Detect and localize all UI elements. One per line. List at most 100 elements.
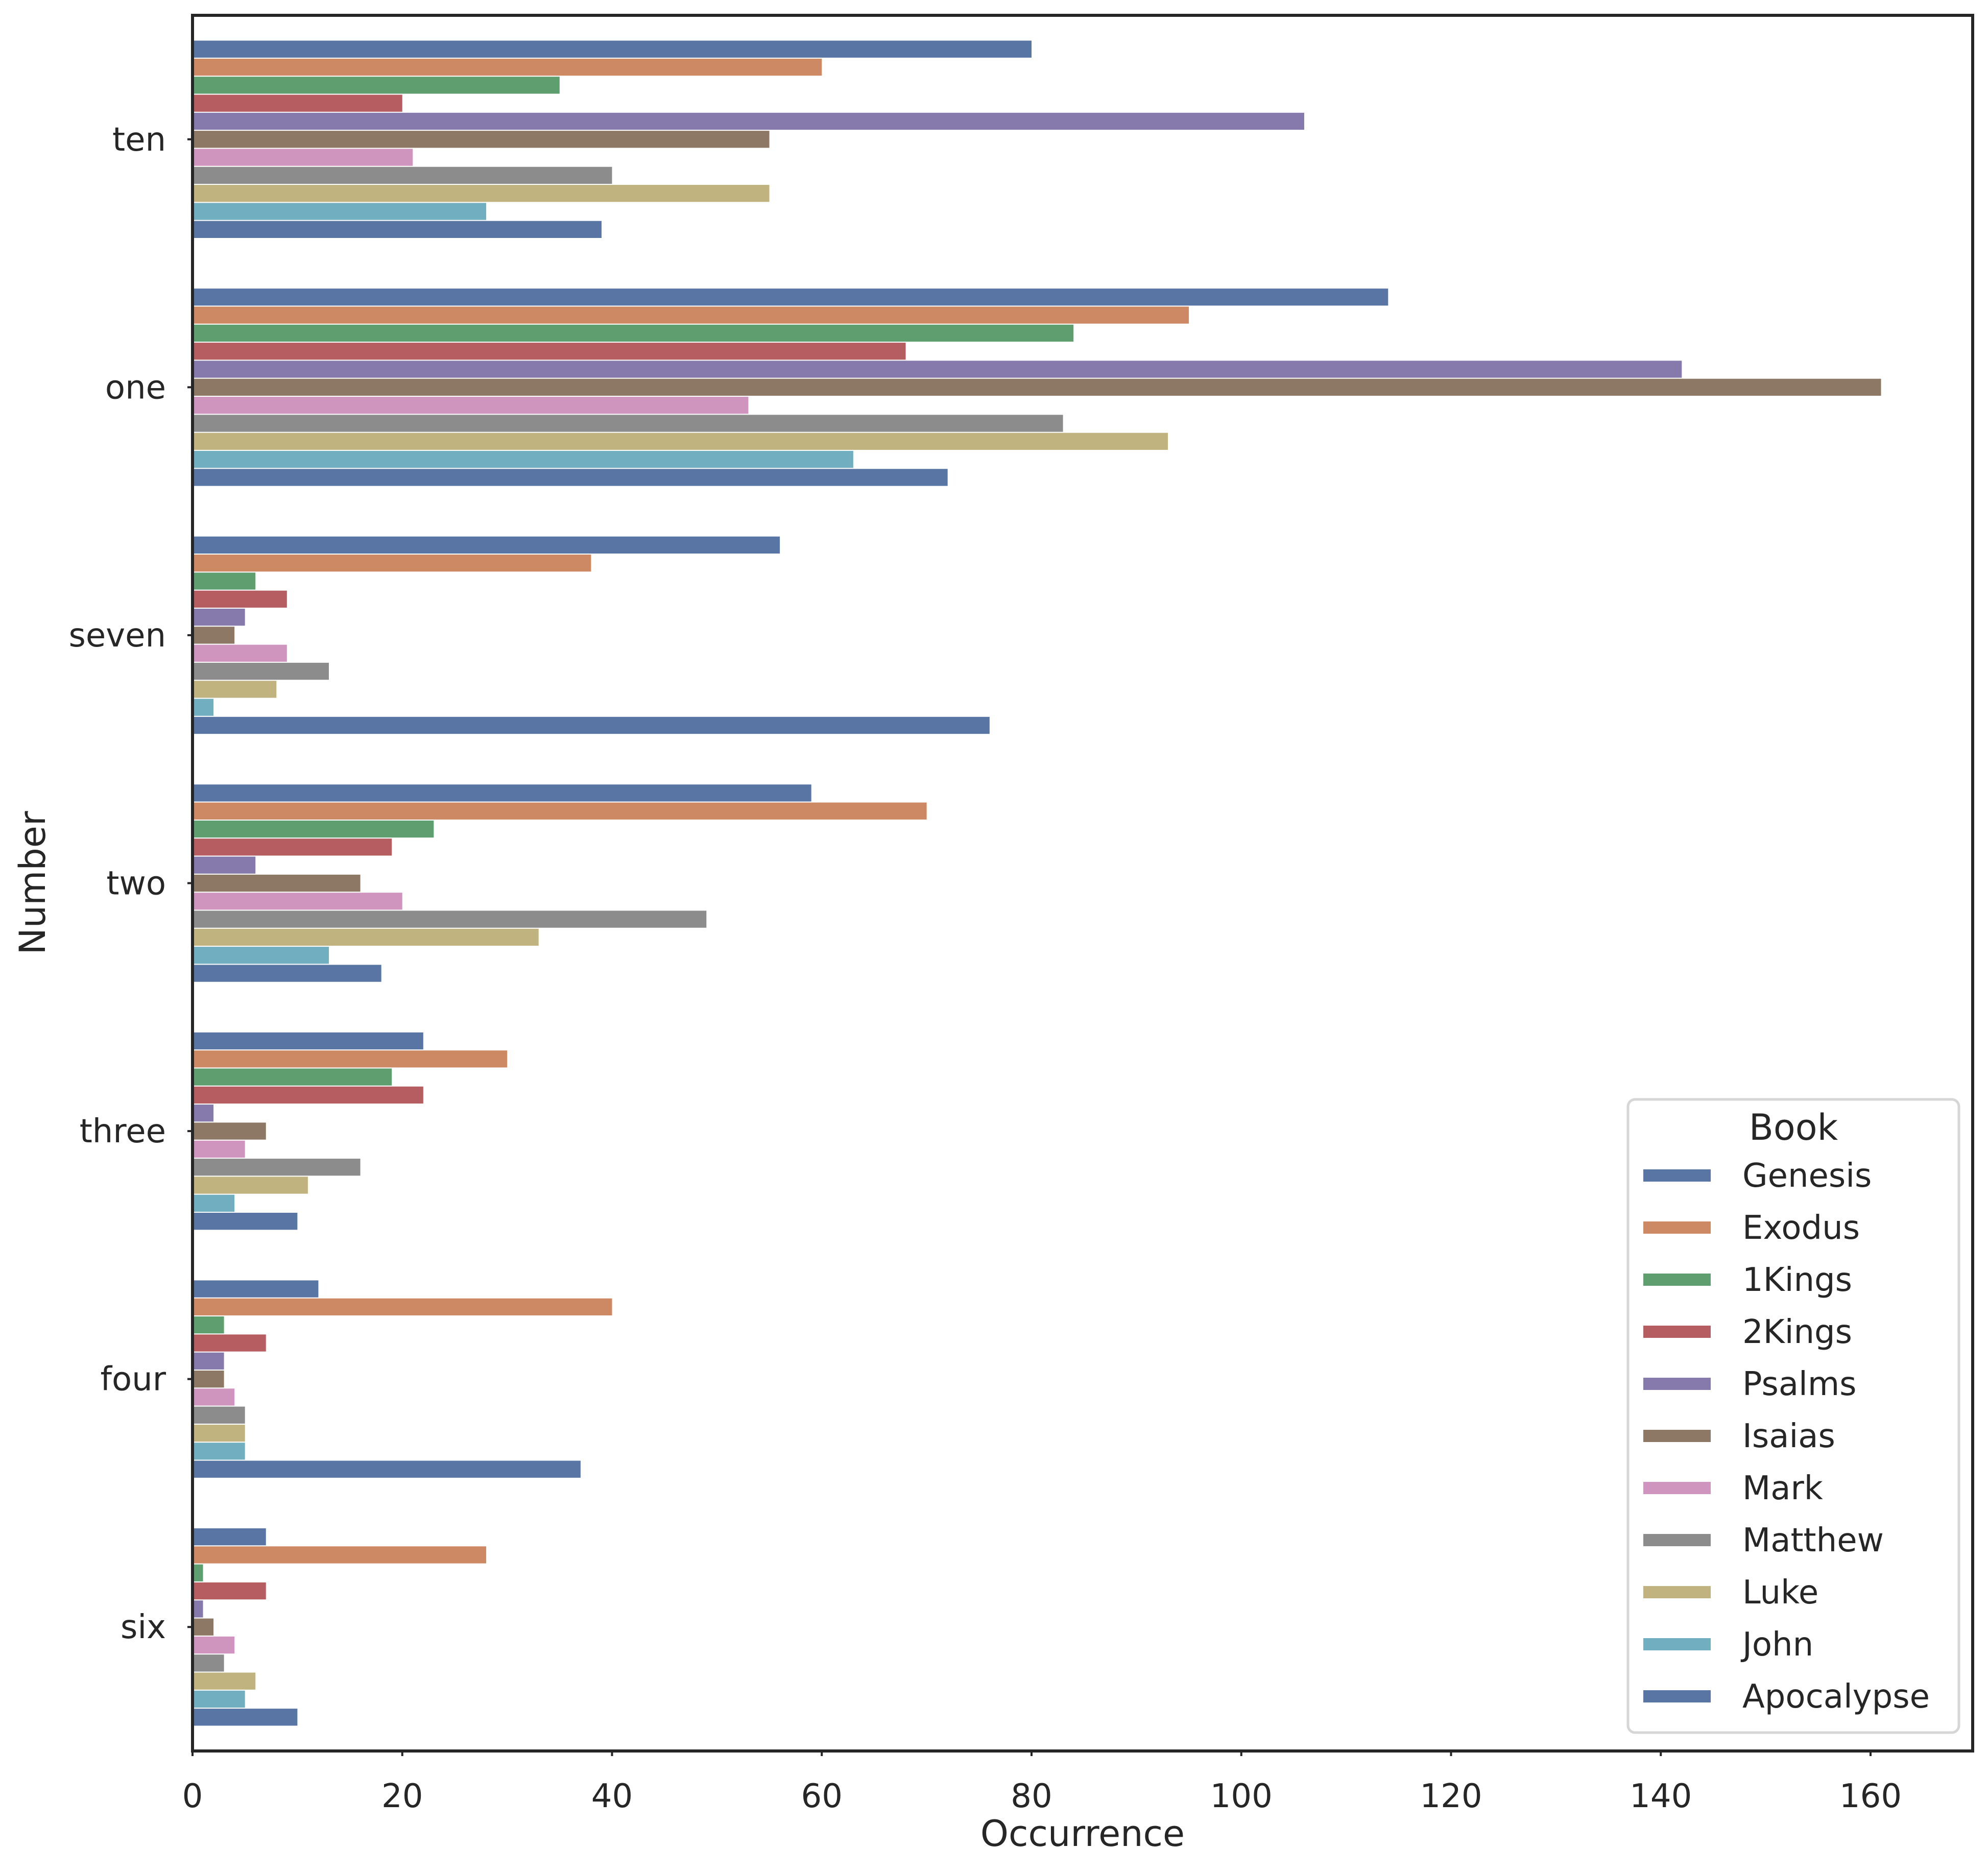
legend-label-john: John [1740,1626,1813,1664]
bar-two-apocalypse [193,965,381,982]
bar-six-apocalypse [193,1709,298,1726]
legend-swatch-2kings [1643,1326,1711,1338]
bars-layer [193,40,1881,1726]
bar-one-exodus [193,306,1189,324]
bar-three-john [193,1194,235,1212]
bar-two-luke [193,928,539,946]
legend-swatch-exodus [1643,1221,1711,1234]
legend-swatch-luke [1643,1586,1711,1598]
x-tick-label: 20 [381,1778,423,1815]
bar-six-matthew [193,1654,224,1672]
x-tick-label: 120 [1420,1778,1482,1815]
bar-seven-isaias [193,627,235,644]
y-tick-label: one [105,369,166,406]
x-tick-label: 40 [591,1778,633,1815]
bar-two-2kings [193,838,392,856]
bar-seven-1kings [193,572,256,590]
bar-three-isaias [193,1122,266,1140]
legend-title: Book [1749,1107,1838,1148]
legend-frame [1626,1098,1960,1734]
bar-four-john [193,1443,245,1460]
bar-six-mark [193,1636,235,1654]
bar-two-john [193,947,329,964]
bar-one-2kings [193,343,906,360]
bar-three-2kings [193,1086,423,1104]
bar-three-exodus [193,1050,508,1068]
bar-six-psalms [193,1600,203,1618]
bar-four-isaias [193,1370,224,1388]
legend-label-2kings: 2Kings [1742,1313,1852,1351]
legend-label-exodus: Exodus [1742,1209,1860,1247]
bar-six-1kings [193,1564,203,1581]
x-tick-label: 140 [1630,1778,1692,1815]
bar-three-luke [193,1177,308,1194]
legend-swatch-1kings [1643,1274,1711,1286]
bar-four-luke [193,1424,245,1442]
bar-one-matthew [193,415,1063,432]
legend-swatch-psalms [1643,1378,1711,1390]
bar-ten-genesis [193,40,1032,58]
y-tick-label: four [100,1361,166,1399]
bar-two-psalms [193,856,256,874]
bar-three-genesis [193,1032,423,1050]
bar-four-genesis [193,1280,319,1298]
bar-four-1kings [193,1316,224,1334]
legend-items: Genesis Exodus 1Kings 2Kings Psalms Isaias Mar… [1643,1157,1930,1716]
bar-one-apocalypse [193,469,948,486]
legend-label-apocalypse: Apocalypse [1742,1678,1930,1716]
bar-ten-psalms [193,112,1304,130]
bar-ten-apocalypse [193,221,602,238]
bar-seven-john [193,699,214,716]
legend-label-mark: Mark [1742,1470,1823,1507]
bar-ten-mark [193,149,413,166]
bar-seven-luke [193,681,277,698]
x-tick-label: 100 [1210,1778,1273,1815]
legend-label-luke: Luke [1742,1574,1818,1612]
legend-swatch-john [1643,1638,1711,1650]
bar-one-luke [193,433,1168,450]
bar-ten-2kings [193,94,402,112]
bar-six-isaias [193,1618,214,1636]
bar-three-mark [193,1140,245,1158]
bar-two-1kings [193,820,434,838]
x-tick-label: 60 [801,1778,843,1815]
legend-swatch-isaias [1643,1430,1711,1442]
legend-label-matthew: Matthew [1742,1522,1884,1559]
bar-ten-exodus [193,58,822,76]
bar-two-mark [193,893,402,910]
bar-six-exodus [193,1546,487,1564]
legend-label-psalms: Psalms [1742,1365,1857,1403]
y-tick-label: seven [68,617,166,655]
legend-label-isaias: Isaias [1742,1418,1835,1455]
legend: Book Genesis Exodus 1Kings 2Kings Psalms Isai… [1626,1098,1960,1734]
x-axis-label: Occurrence [980,1813,1185,1855]
bar-seven-matthew [193,662,329,680]
x-tick-label: 0 [182,1778,203,1815]
bar-ten-john [193,203,487,220]
bar-four-exodus [193,1298,612,1316]
bar-four-matthew [193,1406,245,1424]
bar-two-matthew [193,910,707,928]
bar-seven-psalms [193,608,245,626]
bar-six-2kings [193,1582,266,1600]
legend-swatch-apocalypse [1643,1690,1711,1702]
bar-four-2kings [193,1334,266,1352]
legend-swatch-genesis [1643,1169,1711,1182]
bar-one-1kings [193,324,1074,342]
legend-swatch-matthew [1643,1534,1711,1546]
bar-seven-2kings [193,590,287,608]
y-tick-label: three [80,1113,166,1150]
bar-seven-exodus [193,555,591,572]
x-tick-label: 160 [1839,1778,1902,1815]
bar-two-genesis [193,784,811,802]
bar-seven-mark [193,644,287,662]
bar-one-genesis [193,289,1388,306]
y-axis-label: Number [12,811,54,954]
bar-three-1kings [193,1068,392,1086]
bar-ten-isaias [193,131,770,148]
plot-frame [191,14,1974,1753]
bar-three-psalms [193,1105,214,1122]
bar-one-psalms [193,361,1682,378]
bar-six-john [193,1690,245,1708]
